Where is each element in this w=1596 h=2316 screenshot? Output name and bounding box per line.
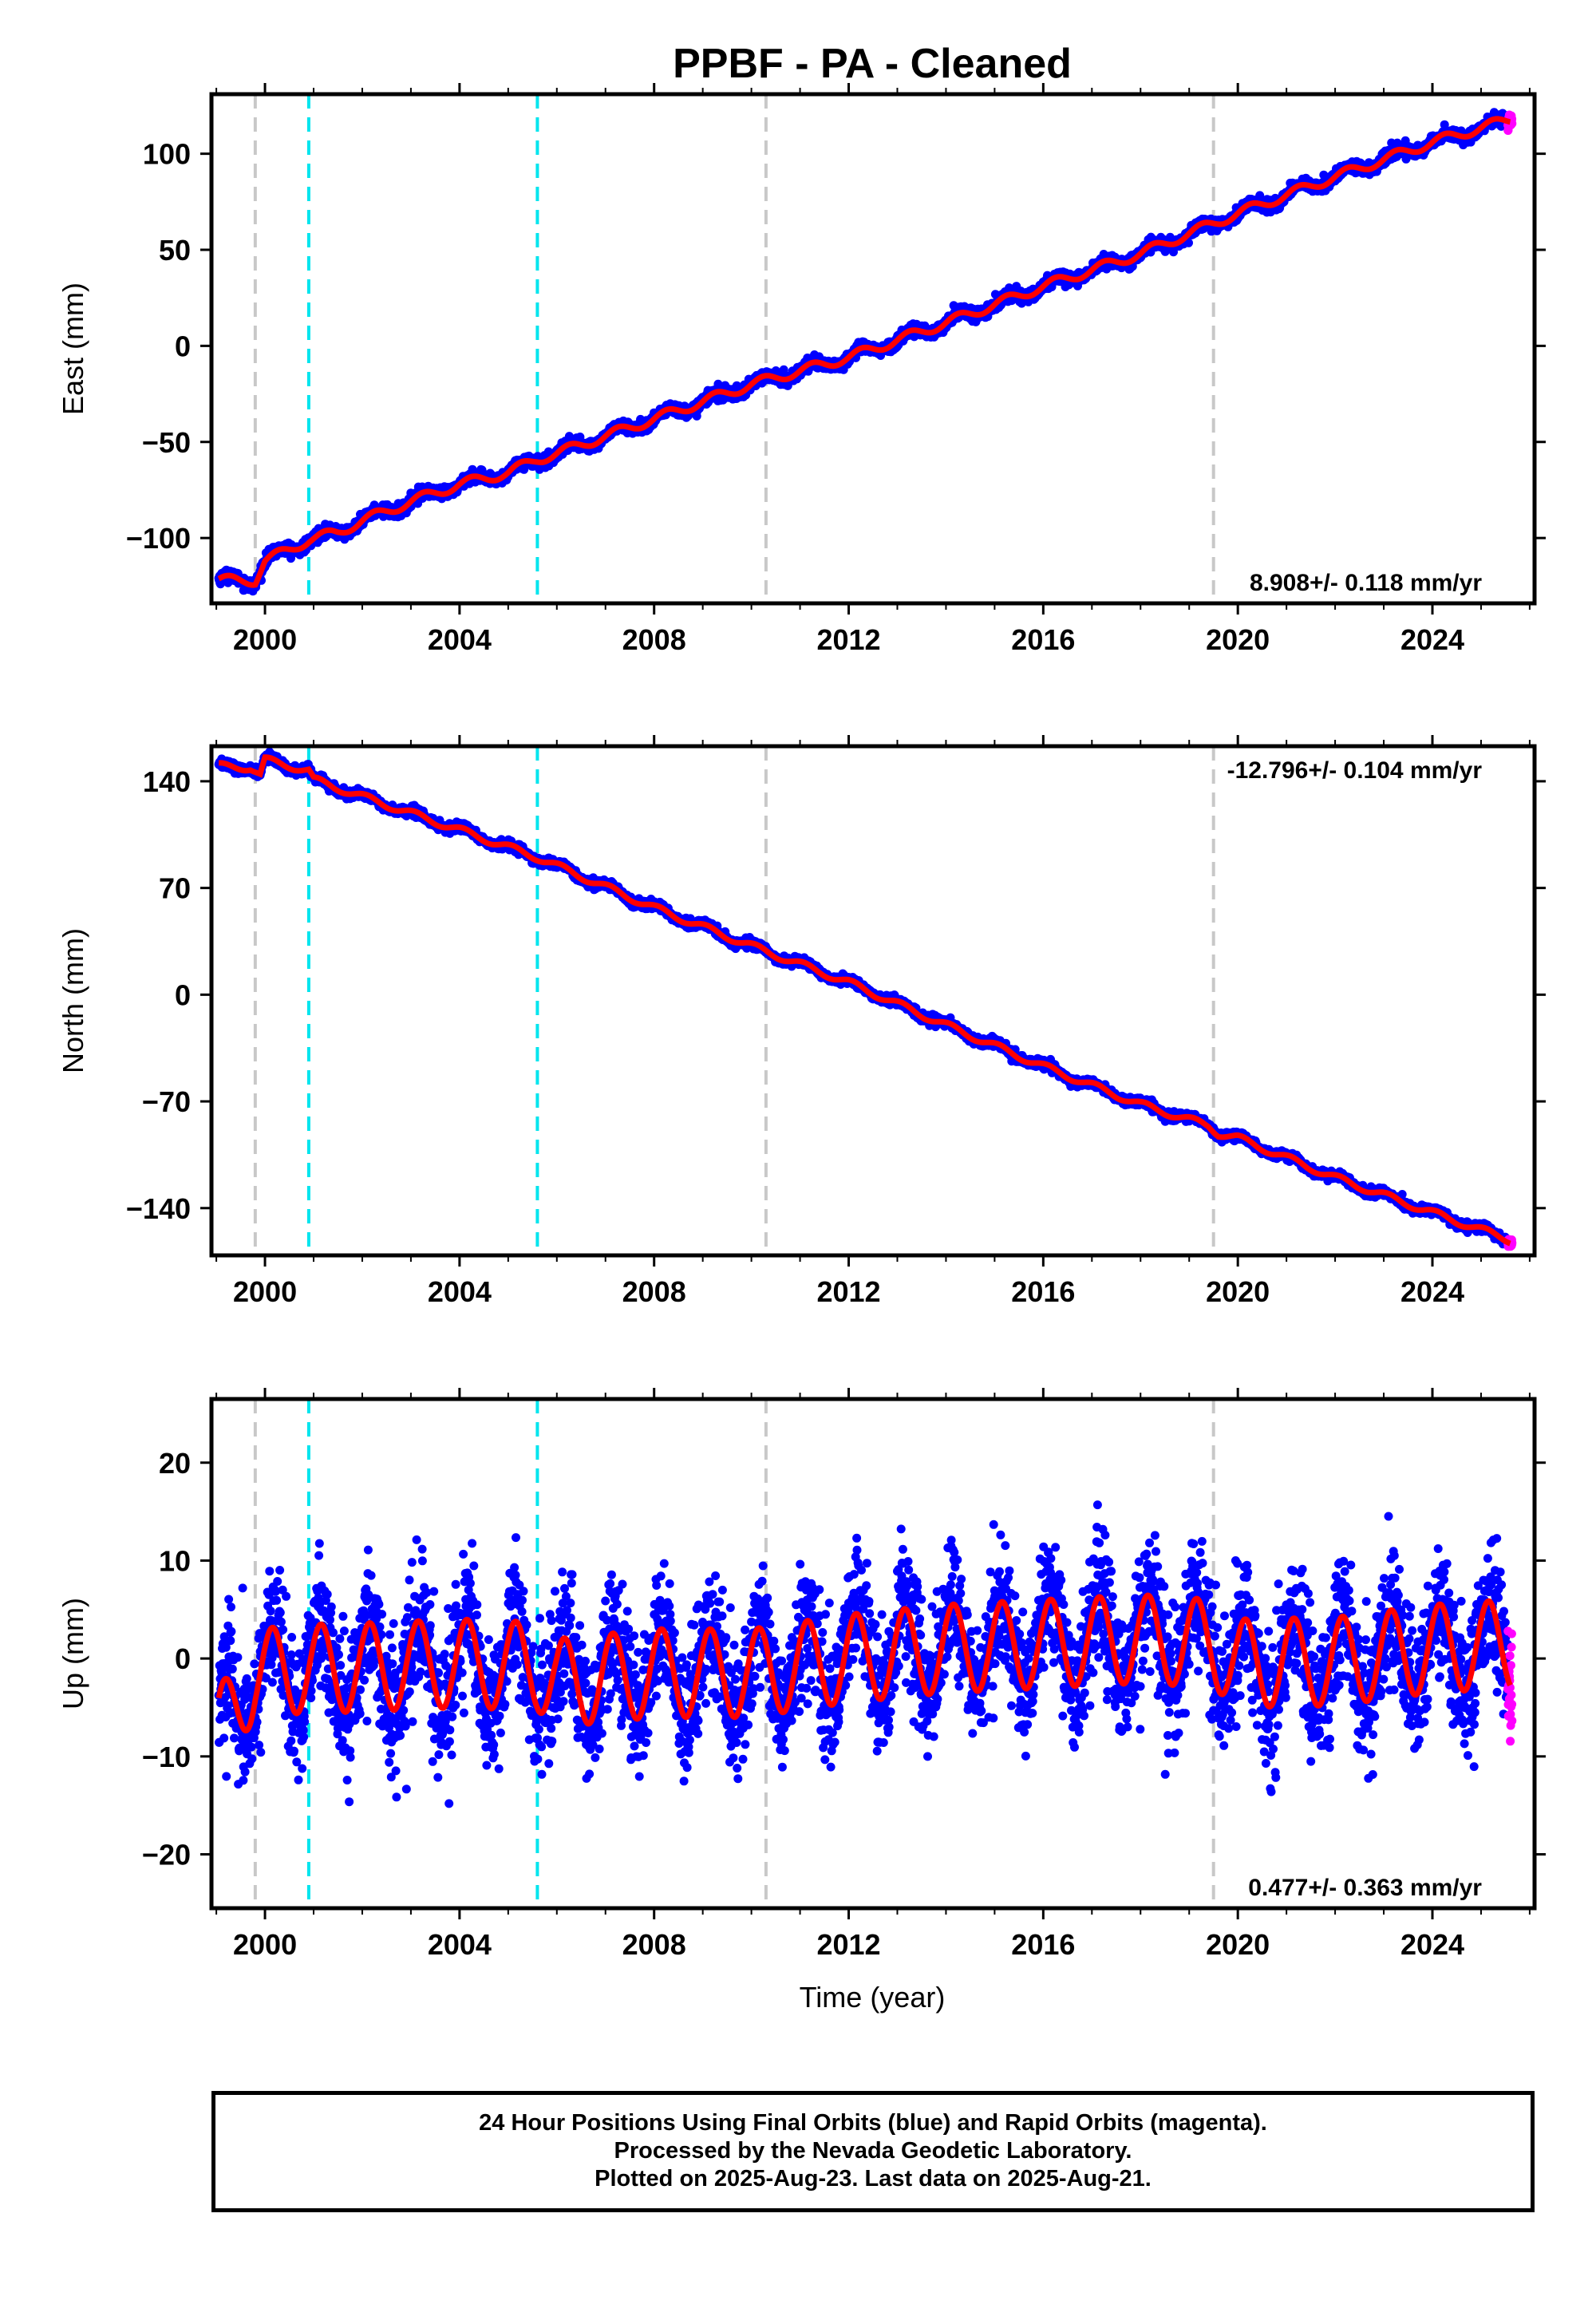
x-tick-label: 2020 [1206,623,1270,656]
figure-title: PPBF - PA - Cleaned [673,41,1072,87]
x-tick-label: 2004 [428,623,492,656]
x-tick-label: 2024 [1400,623,1464,656]
x-tick-label: 2016 [1011,623,1075,656]
panels: 2000 2004 2008 2012 2016 2020 2024 −100 −50 0 50 10… [57,83,1546,1961]
series-final-orbits [214,108,1512,596]
panel-2: 2000 2004 2008 2012 2016 2020 2024−140−7007014… [57,735,1546,1308]
panel-1: 2000 2004 2008 2012 2016 2020 2024 −100 −50 0 50 10… [57,83,1546,656]
y-tick-label: 0 [175,330,191,362]
x-tick-label: 2012 [816,623,880,656]
y-tick-label: 100 [143,138,191,171]
y-axis-label: East (mm) [57,283,89,415]
y-tick-label: −100 [126,522,191,555]
x-tick-label: 2008 [622,623,686,656]
x-tick-label: 2000 [233,623,297,656]
data-points [214,108,1517,596]
rate-annotation: 8.908+/- 0.118 mm/yr [1250,570,1482,596]
y-tick-label: −50 [142,426,191,459]
y-tick-label: 50 [159,234,191,267]
